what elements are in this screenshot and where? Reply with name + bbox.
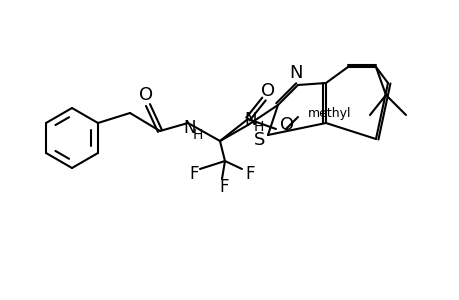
Text: F: F xyxy=(189,165,198,183)
Text: methyl: methyl xyxy=(308,106,351,119)
Text: S: S xyxy=(254,131,265,149)
Text: N: N xyxy=(244,111,257,129)
Text: O: O xyxy=(280,116,293,134)
Text: F: F xyxy=(245,165,254,183)
Text: F: F xyxy=(219,178,228,196)
Text: H: H xyxy=(253,120,263,134)
Text: O: O xyxy=(260,82,274,100)
Text: H: H xyxy=(192,128,203,142)
Text: N: N xyxy=(289,64,302,82)
Text: N: N xyxy=(183,119,196,137)
Text: O: O xyxy=(139,86,153,104)
